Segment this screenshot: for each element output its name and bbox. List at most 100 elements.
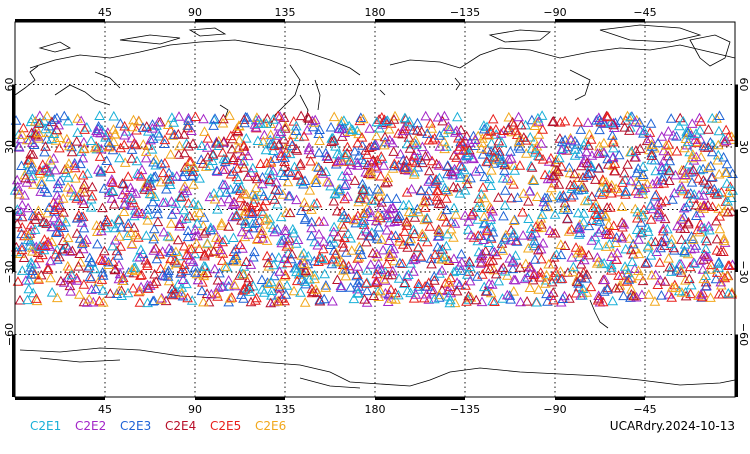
occultation-marker bbox=[191, 218, 203, 228]
occultation-marker bbox=[415, 185, 427, 196]
occultation-marker bbox=[257, 232, 269, 243]
occultation-marker bbox=[239, 205, 251, 216]
occultation-marker bbox=[499, 165, 510, 175]
occultation-marker bbox=[433, 230, 445, 241]
occultation-marker bbox=[157, 167, 169, 178]
occultation-marker bbox=[526, 229, 537, 239]
occultation-marker bbox=[150, 170, 161, 181]
occultation-marker bbox=[651, 175, 663, 186]
occultation-marker bbox=[576, 245, 588, 256]
occultation-marker bbox=[620, 243, 632, 254]
occultation-marker bbox=[634, 117, 645, 127]
occultation-marker bbox=[421, 236, 433, 247]
occultation-marker bbox=[459, 164, 470, 175]
lon-tick-label-bottom: −45 bbox=[633, 403, 656, 416]
occultation-marker bbox=[239, 231, 251, 242]
occultation-marker bbox=[231, 163, 243, 173]
occultation-marker bbox=[43, 202, 55, 212]
occultation-marker bbox=[594, 114, 605, 125]
occultation-marker bbox=[553, 179, 565, 189]
occultation-marker bbox=[298, 258, 310, 268]
occultation-marker bbox=[497, 172, 509, 183]
occultation-marker bbox=[164, 231, 176, 242]
occultation-marker bbox=[36, 176, 47, 186]
occultation-marker bbox=[690, 151, 702, 162]
occultation-marker bbox=[569, 150, 581, 160]
occultation-marker bbox=[359, 293, 370, 304]
occultation-marker bbox=[231, 210, 243, 221]
occultation-marker bbox=[600, 211, 611, 221]
lon-tick-label-bottom: 45 bbox=[98, 403, 112, 416]
occultation-marker bbox=[362, 159, 374, 169]
occultation-marker bbox=[508, 285, 520, 296]
dataset-date-label: UCARdry.2024-10-13 bbox=[610, 419, 735, 433]
occultation-marker bbox=[448, 202, 460, 213]
occultation-marker bbox=[421, 212, 433, 223]
occultation-marker bbox=[274, 266, 285, 276]
occultation-marker bbox=[148, 171, 160, 182]
occultation-marker bbox=[33, 252, 45, 263]
occultation-marker bbox=[181, 185, 193, 196]
occultation-marker bbox=[37, 249, 48, 260]
lon-tick-label-top: −135 bbox=[450, 6, 480, 19]
occultation-marker bbox=[40, 141, 51, 151]
occultation-marker bbox=[679, 169, 691, 179]
occultation-marker bbox=[311, 197, 323, 208]
occultation-marker bbox=[226, 143, 238, 154]
lat-tick-label-right: −30 bbox=[737, 260, 750, 283]
occultation-marker bbox=[369, 160, 381, 171]
occultation-marker bbox=[186, 295, 198, 305]
occultation-marker bbox=[479, 171, 491, 182]
occultation-marker bbox=[26, 137, 38, 147]
occultation-marker bbox=[349, 145, 361, 156]
lat-tick-label-right: 30 bbox=[737, 140, 750, 154]
occultation-marker bbox=[323, 176, 335, 187]
occultation-marker bbox=[705, 264, 716, 274]
occultation-marker bbox=[372, 183, 384, 194]
occultation-marker bbox=[609, 158, 621, 168]
occultation-marker bbox=[683, 216, 694, 227]
occultation-marker bbox=[508, 160, 520, 170]
occultation-marker bbox=[527, 174, 539, 184]
occultation-marker bbox=[467, 206, 479, 217]
occultation-marker bbox=[214, 267, 225, 278]
occultation-marker bbox=[679, 246, 690, 257]
occultation-marker bbox=[705, 160, 717, 171]
occultation-marker bbox=[75, 146, 87, 156]
occultation-marker bbox=[313, 162, 324, 172]
occultation-marker bbox=[250, 217, 262, 228]
occultation-marker bbox=[483, 237, 495, 247]
occultation-marker bbox=[632, 163, 644, 173]
occultation-marker bbox=[338, 222, 350, 232]
occultation-marker bbox=[122, 218, 134, 228]
occultation-marker bbox=[523, 213, 534, 223]
occultation-marker bbox=[375, 170, 387, 181]
occultation-marker bbox=[378, 139, 390, 150]
occultation-marker bbox=[442, 160, 454, 170]
occultation-marker bbox=[84, 252, 96, 263]
occultation-marker bbox=[689, 243, 700, 253]
occultation-marker bbox=[454, 141, 466, 151]
occultation-marker bbox=[401, 186, 413, 197]
occultation-marker bbox=[619, 261, 631, 271]
occultation-marker bbox=[353, 241, 365, 252]
occultation-marker bbox=[412, 241, 424, 252]
occultation-marker bbox=[668, 244, 680, 255]
occultation-marker bbox=[128, 262, 140, 273]
occultation-marker bbox=[416, 228, 428, 239]
occultation-marker bbox=[97, 270, 109, 280]
occultation-marker bbox=[71, 228, 83, 238]
occultation-marker bbox=[113, 285, 125, 295]
occultation-marker bbox=[544, 225, 556, 235]
occultation-marker bbox=[596, 189, 608, 199]
occultation-marker bbox=[439, 110, 450, 121]
occultation-marker bbox=[183, 115, 194, 125]
occultation-marker bbox=[406, 183, 417, 194]
occultation-marker bbox=[213, 282, 224, 292]
occultation-marker bbox=[377, 244, 389, 255]
occultation-marker bbox=[179, 162, 191, 172]
occultation-marker bbox=[140, 152, 152, 163]
occultation-marker bbox=[228, 279, 240, 289]
occultation-marker bbox=[637, 169, 649, 179]
occultation-marker bbox=[238, 293, 249, 303]
